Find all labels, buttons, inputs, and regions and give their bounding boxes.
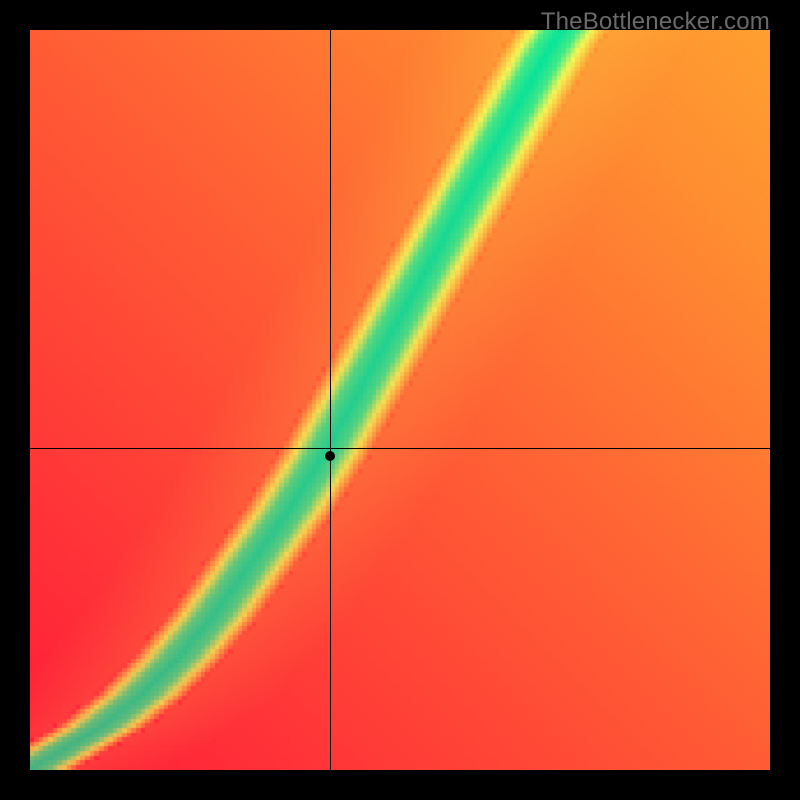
heatmap-plot xyxy=(30,30,770,770)
heatmap-canvas xyxy=(30,30,770,770)
watermark-text: TheBottlenecker.com xyxy=(541,8,770,36)
